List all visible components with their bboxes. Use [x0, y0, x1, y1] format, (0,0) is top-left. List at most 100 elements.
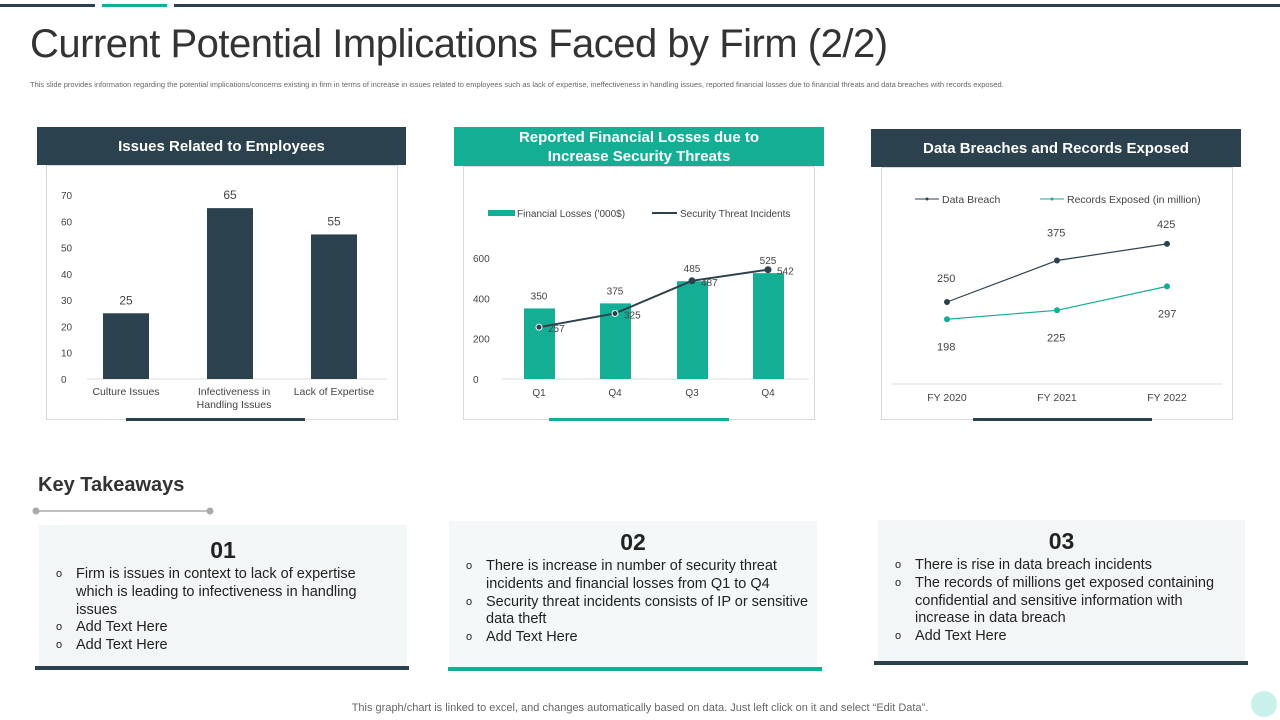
page-title: Current Potential Implications Faced by … — [30, 22, 888, 66]
line-data-label: 542 — [777, 267, 794, 278]
bar — [103, 313, 149, 379]
x-tick-label: Q4 — [761, 388, 775, 399]
data-label: 225 — [1047, 332, 1065, 344]
bar-data-label: 350 — [531, 291, 548, 302]
line-data-label: 257 — [548, 324, 565, 335]
y-tick-label: 400 — [473, 294, 490, 305]
bar — [753, 273, 784, 379]
line-point — [1164, 240, 1170, 247]
card-bullet: Add Text Here — [39, 637, 407, 655]
bar — [311, 234, 357, 379]
series-line — [538, 268, 769, 329]
legend-label: Data Breach — [942, 194, 1001, 206]
line-point — [944, 316, 950, 323]
data-label: 65 — [223, 188, 237, 202]
card-number: 02 — [620, 529, 646, 555]
card-underline — [874, 661, 1248, 665]
footer-note: This graph/chart is linked to excel, and… — [351, 702, 929, 714]
legend-marker — [925, 197, 929, 201]
panel-underline — [973, 418, 1152, 421]
card-bullet: There is rise in data breach incidents — [878, 557, 1245, 575]
data-label: 198 — [937, 341, 955, 353]
line-point — [688, 277, 696, 285]
x-tick-label: Q4 — [608, 388, 622, 399]
line-point — [535, 323, 543, 331]
card-bullet: The records of millions get exposed cont… — [878, 575, 1245, 628]
x-tick-label: FY 2022 — [1147, 392, 1187, 404]
panel-underline — [126, 418, 305, 421]
y-tick-label: 20 — [61, 322, 73, 333]
top-bar-left — [0, 4, 95, 7]
line-point — [764, 266, 772, 274]
data-label: 55 — [327, 214, 341, 228]
card-underline — [35, 666, 409, 670]
bar — [524, 308, 555, 379]
line-point — [944, 299, 950, 305]
x-tick-label: Q3 — [685, 388, 699, 399]
y-tick-label: 50 — [61, 244, 73, 255]
panel-underline — [549, 418, 729, 421]
line-data-label: 487 — [701, 278, 718, 289]
line-point — [1054, 257, 1060, 264]
x-tick-label: Handling Issues — [197, 399, 272, 411]
legend-swatch-bar — [488, 210, 515, 216]
line-point — [1164, 283, 1170, 290]
card-bullet: There is increase in number of security … — [449, 558, 817, 594]
legend-label: Records Exposed (in million) — [1067, 194, 1201, 206]
line-point — [1054, 307, 1060, 314]
y-tick-label: 70 — [61, 191, 73, 202]
takeaway-card-2: 02 There is increase in number of securi… — [449, 521, 817, 667]
y-tick-label: 10 — [61, 349, 73, 360]
takeaway-card-1: 01 Firm is issues in context to lack of … — [39, 525, 407, 667]
data-label: 297 — [1158, 308, 1176, 320]
card-bullet: Security threat incidents consists of IP… — [449, 594, 817, 630]
takeaways-divider — [32, 507, 214, 515]
x-tick-label: Culture Issues — [92, 386, 159, 398]
bar-data-label: 525 — [760, 256, 777, 267]
bar — [207, 208, 253, 379]
takeaway-card-3: 03 There is rise in data breach incident… — [878, 520, 1245, 662]
x-tick-label: FY 2021 — [1037, 392, 1077, 404]
bar — [677, 281, 708, 379]
y-tick-label: 60 — [61, 217, 73, 228]
series-line — [946, 285, 1168, 320]
line-point — [611, 309, 619, 317]
card-bullet: Add Text Here — [878, 628, 1245, 646]
card-underline — [448, 667, 822, 671]
top-bar-right — [174, 4, 1280, 7]
legend-marker — [1050, 197, 1054, 201]
chart-financial[interactable]: 0 200 400 600 Financial Losses ('000$) Securi… — [463, 166, 815, 420]
card-bullet: Firm is issues in context to lack of exp… — [39, 566, 407, 619]
chart-employees[interactable]: 0 10 20 30 40 50 60 70 25 Culture Issues 65 Infecti… — [46, 165, 398, 420]
card-bullet: Add Text Here — [39, 619, 407, 637]
data-label: 25 — [119, 293, 133, 307]
bar-data-label: 485 — [684, 264, 701, 275]
x-tick-label: FY 2020 — [927, 392, 967, 404]
x-tick-label: Lack of Expertise — [294, 386, 375, 398]
y-tick-label: 40 — [61, 270, 73, 281]
page-subtitle: This slide provides information regardin… — [30, 80, 1004, 89]
bar-data-label: 375 — [607, 286, 624, 297]
data-label: 425 — [1157, 219, 1175, 231]
corner-circle — [1251, 691, 1277, 717]
data-label: 375 — [1047, 228, 1065, 240]
data-label: 250 — [937, 273, 955, 285]
legend-label: Security Threat Incidents — [680, 209, 790, 220]
y-tick-label: 0 — [473, 375, 479, 386]
chart-breaches[interactable]: FY 2020 FY 2021 FY 2022 Data Breach Records … — [881, 167, 1233, 420]
card-bullet: Add Text Here — [449, 629, 817, 647]
key-takeaways-title: Key Takeaways — [38, 474, 185, 496]
legend-label: Financial Losses ('000$) — [517, 209, 625, 220]
card-number: 03 — [1048, 528, 1075, 554]
x-tick-label: Q1 — [532, 388, 546, 399]
x-tick-label: Infectiveness in — [198, 386, 271, 398]
top-bar-accent — [102, 4, 167, 7]
y-tick-label: 600 — [473, 254, 490, 265]
line-data-label: 325 — [624, 310, 641, 321]
panel-header-financial: Reported Financial Losses due to Increas… — [454, 127, 824, 166]
y-tick-label: 200 — [473, 335, 490, 346]
panel-header-employees: Issues Related to Employees — [37, 127, 406, 165]
y-tick-label: 30 — [61, 296, 73, 307]
panel-header-breaches: Data Breaches and Records Exposed — [871, 129, 1241, 167]
card-number: 01 — [210, 537, 236, 563]
